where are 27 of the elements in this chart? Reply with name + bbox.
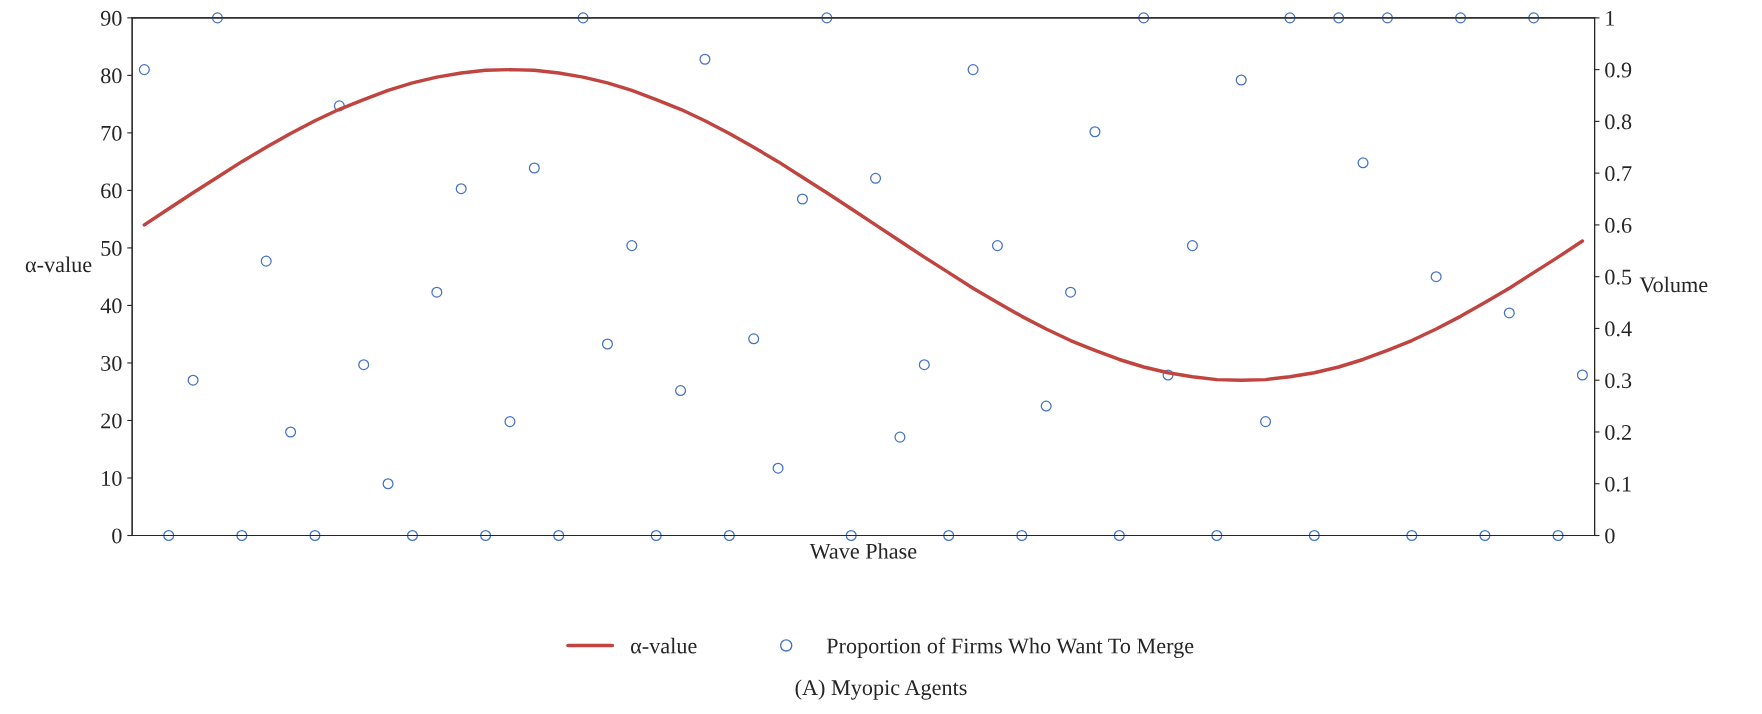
y-tick-label: 40 [100, 298, 122, 314]
y-tick-label: 50 [101, 240, 122, 256]
y-tick-label: 0 [112, 528, 122, 544]
y-tick-label: 80 [101, 68, 122, 84]
y2-tick-label: 0.6 [1605, 217, 1632, 233]
y2-tick-label: 0.9 [1605, 62, 1632, 78]
y2-tick-label: 0.8 [1605, 114, 1632, 130]
y-tick-label: 30 [101, 355, 122, 371]
y2-axis-title: Volume [1639, 276, 1708, 293]
y2-tick-label: 0.3 [1605, 373, 1632, 389]
y-tick-label: 90 [100, 10, 122, 26]
y2-tick-label: 1 [1606, 10, 1615, 26]
y2-tick-label: 0.5 [1605, 269, 1632, 285]
y-tick-label: 20 [101, 413, 122, 429]
legend-label: Proportion of Firms Who Want To Merge [826, 637, 1194, 659]
y2-tick-label: 0.7 [1605, 166, 1632, 182]
y-axis-title: α-value [25, 256, 92, 273]
y2-tick-label: 0.2 [1605, 424, 1631, 440]
y2-tick-label: 0.1 [1605, 476, 1631, 492]
legend-label: α-value [630, 637, 697, 654]
x-axis-title: Wave Phase [809, 543, 917, 559]
y-tick-label: 70 [101, 125, 122, 141]
y-tick-label: 60 [101, 183, 122, 199]
y2-tick-label: 0.4 [1605, 321, 1632, 337]
text: (A) Myopic Agents [795, 679, 967, 700]
y-tick-label: 10 [102, 470, 122, 486]
y2-tick-label: 0 [1605, 528, 1615, 544]
